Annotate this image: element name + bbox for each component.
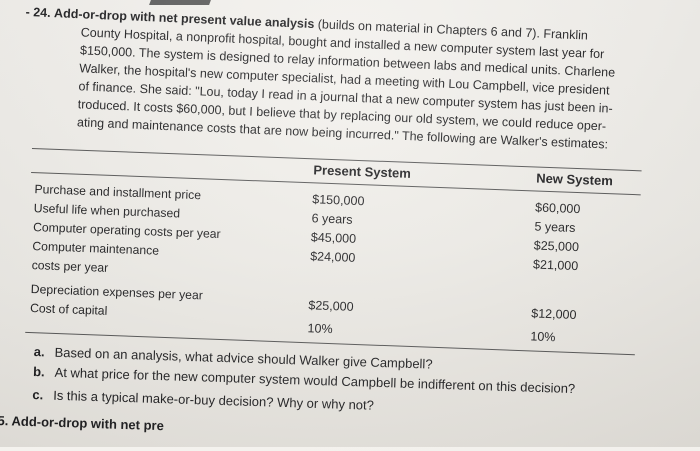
row-label-purchase: Purchase and installment price <box>34 182 202 203</box>
header-present-system: Present System <box>313 162 412 181</box>
row-label-cost-of-capital: Cost of capital <box>29 301 108 318</box>
question-c-letter: c. <box>32 387 44 403</box>
new-maintenance: $21,000 <box>532 257 579 274</box>
new-purchase: $60,000 <box>534 200 581 217</box>
present-cost-of-capital: 10% <box>307 321 333 337</box>
new-cost-of-capital: 10% <box>530 329 556 345</box>
new-depreciation: $12,000 <box>531 306 577 323</box>
new-operating-costs: $25,000 <box>533 238 580 255</box>
problem-number: - 24. <box>25 4 51 21</box>
present-maintenance: $24,000 <box>309 249 356 265</box>
present-operating-costs: $45,000 <box>310 230 357 246</box>
present-depreciation: $25,000 <box>308 298 354 314</box>
page-top-fragment <box>149 0 211 5</box>
row-label-costs-per-year: costs per year <box>31 258 109 275</box>
row-label-useful-life: Useful life when purchased <box>33 201 181 221</box>
questions-list: a. Based on an analysis, what advice shou… <box>0 343 700 433</box>
next-problem-heading: 5. Add-or-drop with net pre <box>0 412 165 434</box>
present-purchase: $150,000 <box>312 192 365 209</box>
question-a-letter: a. <box>33 344 45 360</box>
new-useful-life: 5 years <box>534 219 576 235</box>
problem-24-text: - 24. Add-or-drop with net present value… <box>21 3 700 158</box>
question-b-letter: b. <box>32 364 45 380</box>
header-new-system: New System <box>535 170 614 189</box>
question-c: c. Is this a typical make-or-buy decision… <box>32 387 374 413</box>
present-useful-life: 6 years <box>311 211 353 227</box>
row-label-operating-costs: Computer operating costs per year <box>32 220 221 241</box>
row-label-depreciation: Depreciation expenses per year <box>30 282 204 303</box>
question-c-text: Is this a typical make-or-buy decision? … <box>52 387 375 413</box>
row-label-maintenance: Computer maintenance <box>32 239 160 258</box>
